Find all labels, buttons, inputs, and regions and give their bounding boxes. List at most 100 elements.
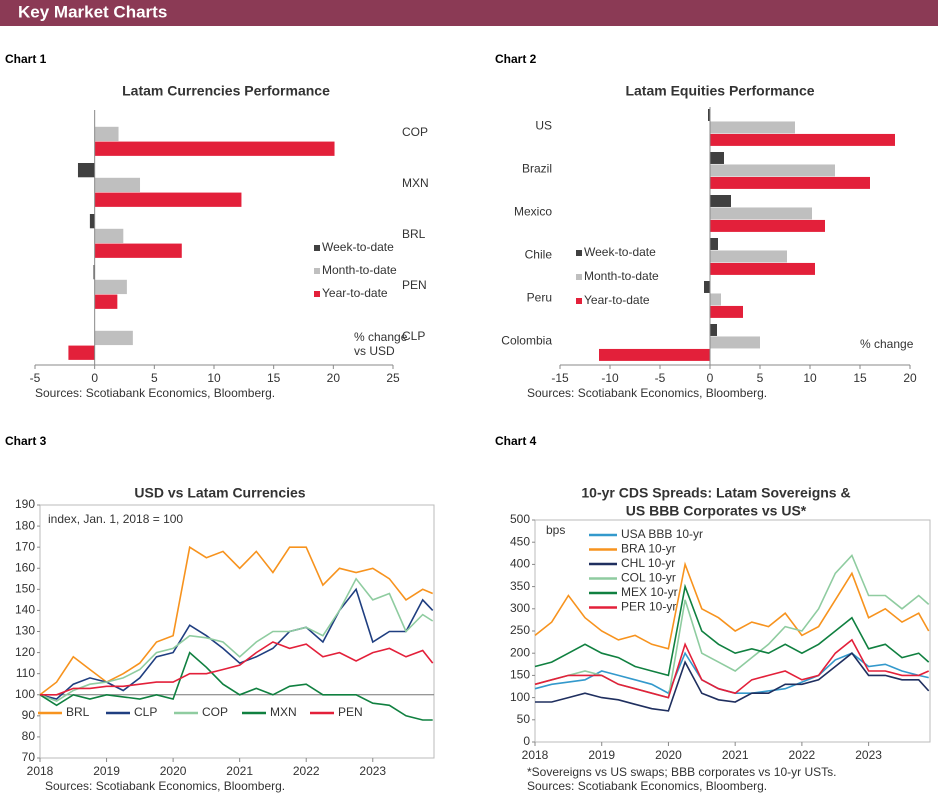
legend-label: PER 10-yr [621, 600, 676, 614]
series-line [39, 545, 434, 696]
x-tick-label: 0 [707, 371, 714, 385]
legend-label: CLP [134, 705, 157, 719]
legend-label: BRA 10-yr [621, 542, 676, 556]
y-tick-label: 450 [510, 534, 530, 548]
y-tick-label: 180 [15, 518, 35, 532]
bar [710, 121, 795, 134]
source: Sources: Scotiabank Economics, Bloomberg… [45, 779, 285, 793]
bar [710, 324, 717, 336]
category-label: Chile [525, 248, 553, 262]
bar [94, 228, 124, 244]
bar [710, 133, 895, 146]
bar [710, 238, 718, 250]
bar [94, 177, 141, 193]
bar [710, 293, 721, 306]
legend-label: COP [202, 705, 228, 719]
category-label: BRL [402, 227, 426, 241]
annotation: % change [860, 337, 914, 351]
x-tick-label: 2020 [160, 764, 187, 778]
series-line [534, 554, 930, 699]
x-tick-label: 20 [903, 371, 917, 385]
source: Sources: Scotiabank Economics, Bloomberg… [527, 386, 767, 400]
legend-label: Month-to-date [322, 263, 397, 277]
legend-label: MEX 10-yr [621, 585, 678, 599]
bar [710, 262, 815, 275]
x-tick-label: 10 [803, 371, 817, 385]
category-label: MXN [402, 176, 429, 190]
chart-label: Chart 4 [495, 434, 537, 448]
bar [710, 195, 731, 207]
bar [77, 163, 95, 178]
annotation: index, Jan. 1, 2018 = 100 [48, 512, 183, 526]
bar [93, 265, 95, 280]
bar [94, 243, 182, 258]
bar [94, 294, 118, 309]
y-tick-label: 70 [22, 750, 36, 764]
x-tick-label: -5 [30, 371, 41, 385]
x-tick-label: 2018 [522, 748, 549, 762]
source: Sources: Scotiabank Economics, Bloomberg… [527, 779, 767, 793]
y-tick-label: 100 [15, 687, 35, 701]
y-tick-label: 150 [15, 582, 35, 596]
legend-label: Year-to-date [322, 286, 388, 300]
legend-label: CHL 10-yr [621, 556, 675, 570]
x-tick-label: 2021 [226, 764, 253, 778]
page-title: Key Market Charts [18, 2, 167, 21]
y-tick-label: 400 [510, 557, 530, 571]
y-tick-label: 150 [510, 668, 530, 682]
category-label: US [535, 119, 552, 133]
legend-swatch [314, 245, 320, 251]
y-tick-label: 350 [510, 579, 530, 593]
x-tick-label: 10 [207, 371, 221, 385]
legend-label: COL 10-yr [621, 571, 676, 585]
chart-title: USD vs Latam Currencies [134, 485, 305, 501]
y-tick-label: 130 [15, 624, 35, 638]
bar [704, 281, 710, 293]
x-tick-label: 2022 [789, 748, 816, 762]
x-tick-label: 2018 [27, 764, 54, 778]
chart-label: Chart 1 [5, 52, 47, 66]
category-label: Peru [527, 291, 552, 305]
x-tick-label: 20 [327, 371, 341, 385]
bar [94, 279, 127, 295]
category-label: Mexico [514, 205, 552, 219]
x-tick-label: 2023 [359, 764, 386, 778]
bar [708, 109, 710, 121]
annotation: bps [546, 523, 565, 537]
x-tick-label: 5 [757, 371, 764, 385]
legend-label: PEN [338, 705, 363, 719]
legend-swatch [314, 291, 320, 297]
category-label: PEN [402, 278, 427, 292]
x-tick-label: 2019 [93, 764, 120, 778]
bar [710, 207, 812, 220]
annotation: vs USD [354, 344, 395, 358]
y-tick-label: 120 [15, 645, 35, 659]
bar [94, 126, 119, 142]
category-label: COP [402, 125, 428, 139]
bar [89, 214, 95, 229]
x-tick-label: -10 [601, 371, 619, 385]
source: Sources: Scotiabank Economics, Bloomberg… [35, 386, 275, 400]
y-tick-label: 170 [15, 539, 35, 553]
y-tick-label: 0 [523, 734, 530, 748]
chart-label: Chart 2 [495, 52, 537, 66]
bar [94, 192, 242, 207]
header-bar [0, 0, 938, 26]
category-label: Colombia [501, 334, 552, 348]
y-tick-label: 90 [22, 708, 36, 722]
bar [710, 250, 787, 263]
legend-label: USA BBB 10-yr [621, 527, 703, 541]
bar [68, 345, 95, 360]
x-tick-label: 15 [267, 371, 281, 385]
series-line [534, 583, 930, 677]
x-tick-label: 2023 [855, 748, 882, 762]
series-line [534, 638, 930, 699]
y-tick-label: 250 [510, 623, 530, 637]
chart-title: 10-yr CDS Spreads: Latam Sovereigns & [581, 485, 850, 501]
series-line [39, 651, 433, 721]
legend-swatch [576, 274, 582, 280]
x-tick-label: 2020 [655, 748, 682, 762]
series-line [39, 577, 434, 702]
bar [710, 219, 825, 232]
